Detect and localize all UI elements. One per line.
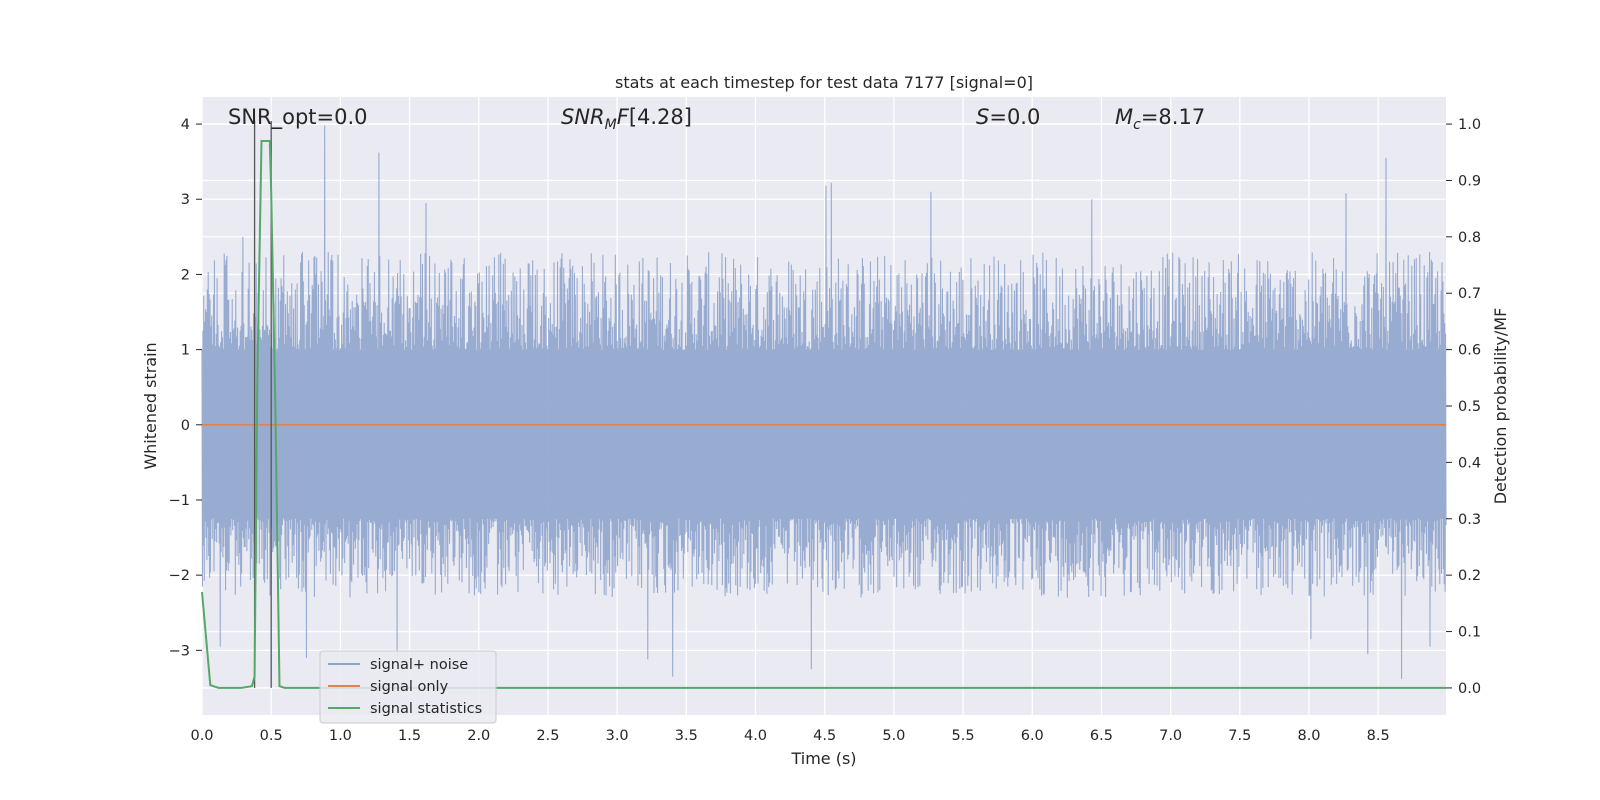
- x-tick-label: 7.5: [1228, 728, 1251, 744]
- annotation-s: S=0.0: [976, 105, 1040, 129]
- y-left-tick-label: 4: [181, 117, 190, 133]
- y-left-tick-label: 2: [181, 267, 190, 283]
- y-right-tick-label: 0.4: [1458, 455, 1481, 471]
- x-axis-ticks: 0.0 0.5 1.0 1.5 2.0 2.5 3.0 3.5 4.0 4.5 5.0 5.5 6.0 6…: [190, 728, 1389, 744]
- y-left-tick-label: 1: [181, 343, 190, 359]
- x-tick-label: 6.0: [1021, 728, 1044, 744]
- annotation-mc-value: =8.17: [1141, 105, 1205, 129]
- annotation-snr-opt: SNR_opt=0.0: [228, 105, 368, 130]
- y-right-tick-label: 0.3: [1458, 512, 1481, 528]
- x-tick-label: 7.0: [1159, 728, 1182, 744]
- y-right-tick-label: 0.1: [1458, 625, 1481, 641]
- y-left-tick-label: −1: [169, 493, 190, 509]
- legend-box: [319, 650, 497, 724]
- left-y-axis-title: Whitened strain: [141, 342, 160, 469]
- x-tick-label: 3.5: [675, 728, 698, 744]
- y-right-tick-label: 0.2: [1458, 568, 1481, 584]
- x-tick-label: 3.0: [606, 728, 629, 744]
- x-tick-label: 0.0: [190, 728, 213, 744]
- x-axis-title: Time (s): [790, 749, 856, 768]
- y-right-tick-label: 0.0: [1458, 681, 1481, 697]
- y-right-tick-label: 0.6: [1458, 343, 1481, 359]
- signal-noise-line: [201, 125, 1447, 679]
- y-right-tick-label: 0.9: [1458, 173, 1481, 189]
- signal-statistics-line: [201, 139, 1446, 689]
- annotation-snr-mf: SNRMF[4.28]: [561, 105, 692, 133]
- x-tick-label: 5.0: [882, 728, 905, 744]
- y-left-tick-label: 0: [181, 418, 190, 434]
- legend-label-signal-statistics: signal statistics: [370, 701, 482, 717]
- y-right-tick-label: 0.8: [1458, 230, 1481, 246]
- left-y-axis-ticks: 4 3 2 1 0 −1 −2 −3: [169, 117, 202, 659]
- legend: signal+ noise signal only signal statist…: [319, 650, 497, 724]
- annotation-mc: Mc=8.17: [1115, 105, 1205, 133]
- legend-label-signal-only: signal only: [370, 679, 449, 695]
- signal-plus-noise-series: [201, 125, 1447, 679]
- annotation-s-value: =0.0: [989, 105, 1040, 129]
- y-right-tick-label: 1.0: [1458, 117, 1481, 133]
- y-right-tick-label: 0.7: [1458, 286, 1481, 302]
- right-y-axis-title: Detection probability/MF: [1491, 308, 1510, 505]
- x-tick-label: 2.0: [467, 728, 490, 744]
- legend-label-signal-noise: signal+ noise: [370, 657, 468, 673]
- series-lines: [201, 121, 1446, 689]
- x-tick-label: 0.5: [260, 728, 283, 744]
- y-left-tick-label: −2: [169, 568, 190, 584]
- y-left-tick-label: 3: [181, 192, 190, 208]
- x-tick-label: 6.5: [1090, 728, 1113, 744]
- chart-title: stats at each timestep for test data 717…: [615, 73, 1033, 92]
- x-tick-label: 4.0: [744, 728, 767, 744]
- x-tick-label: 1.0: [329, 728, 352, 744]
- x-tick-label: 8.0: [1297, 728, 1320, 744]
- x-tick-label: 2.5: [536, 728, 559, 744]
- x-tick-label: 5.5: [952, 728, 975, 744]
- x-tick-label: 4.5: [813, 728, 836, 744]
- right-y-axis-ticks: 1.0 0.9 0.8 0.7 0.6 0.5 0.4 0.3 0.2 0.1 0.0: [1446, 117, 1481, 697]
- x-tick-label: 8.5: [1367, 728, 1390, 744]
- y-left-tick-label: −3: [169, 643, 190, 659]
- y-right-tick-label: 0.5: [1458, 399, 1481, 415]
- x-tick-label: 1.5: [398, 728, 421, 744]
- annotation-snr-mf-value: [4.28]: [629, 105, 692, 129]
